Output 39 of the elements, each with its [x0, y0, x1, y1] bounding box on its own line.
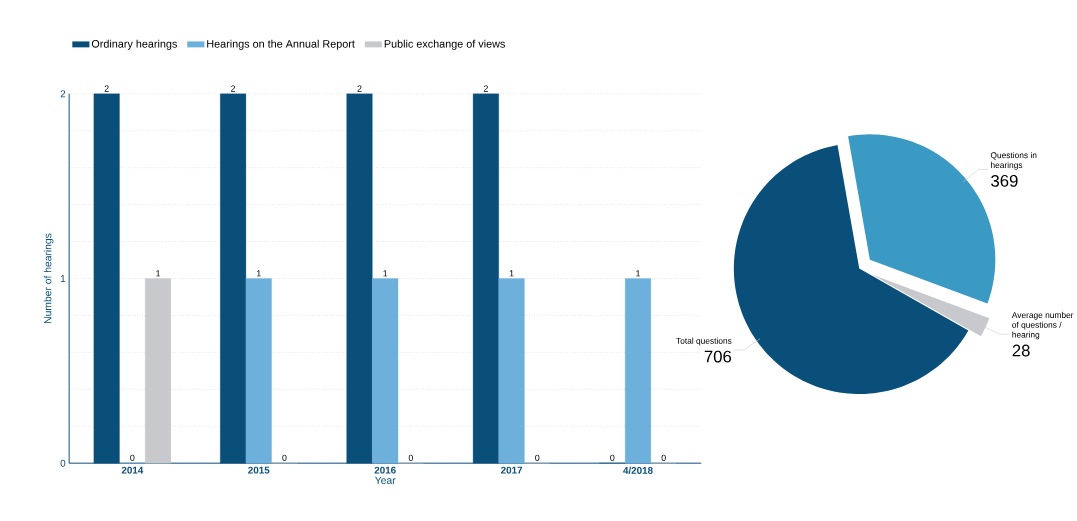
slice-label: Questions in hearings — [990, 151, 1037, 170]
data-label: 1 — [156, 270, 161, 277]
data-label: 0 — [535, 454, 540, 461]
x-tick-label: 2014 — [121, 466, 144, 474]
bar — [245, 278, 272, 464]
legend-label: Ordinary hearings — [91, 39, 177, 50]
data-label: 369 — [991, 174, 1018, 187]
data-label: 0 — [130, 454, 135, 461]
data-label: 0 — [282, 454, 287, 461]
data-label: 0 — [408, 454, 413, 461]
bar — [372, 278, 399, 464]
data-label: 2 — [357, 85, 362, 92]
data-label: 2 — [483, 85, 488, 92]
data-label: 706 — [704, 350, 732, 363]
legend-label: Public exchange of views — [384, 39, 505, 50]
x-tick-label: 2017 — [500, 466, 523, 474]
legend-label: Hearings on the Annual Report — [207, 39, 355, 50]
y-axis-title: Number of hearings — [43, 233, 54, 323]
data-label: 2 — [104, 85, 109, 92]
bar — [625, 278, 652, 464]
slice-label: Average number of questions / hearing — [1011, 311, 1074, 340]
data-label: 2 — [231, 85, 236, 92]
x-axis-title: Year — [374, 476, 396, 484]
y-tick-label: 2 — [60, 90, 66, 98]
data-label: 0 — [661, 454, 666, 461]
data-label: 28 — [1012, 344, 1030, 357]
data-label: 1 — [509, 270, 514, 277]
slice-label: Total questions — [676, 337, 732, 346]
data-label: 0 — [610, 454, 615, 461]
data-label: 1 — [383, 270, 388, 277]
y-tick-label: 1 — [60, 274, 66, 282]
x-tick-label: 4/2018 — [623, 466, 653, 474]
data-label: 1 — [636, 270, 641, 277]
x-tick-label: 2015 — [248, 466, 270, 474]
bar — [145, 278, 172, 464]
data-label: 1 — [256, 270, 261, 277]
y-tick-label: 0 — [60, 459, 66, 467]
bar — [498, 278, 525, 464]
x-tick-label: 2016 — [374, 466, 396, 474]
